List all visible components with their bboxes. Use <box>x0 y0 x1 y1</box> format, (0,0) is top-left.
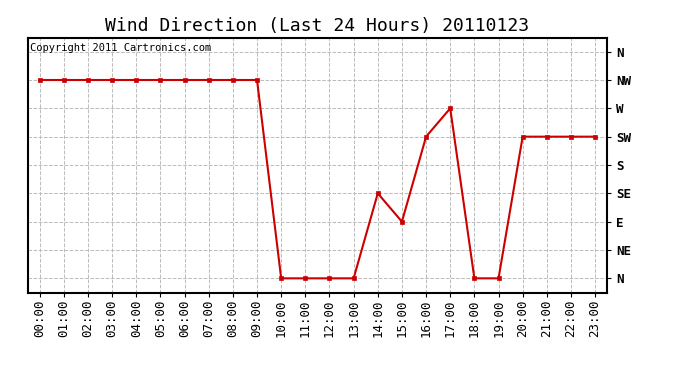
Title: Wind Direction (Last 24 Hours) 20110123: Wind Direction (Last 24 Hours) 20110123 <box>106 16 529 34</box>
Text: Copyright 2011 Cartronics.com: Copyright 2011 Cartronics.com <box>30 43 212 52</box>
